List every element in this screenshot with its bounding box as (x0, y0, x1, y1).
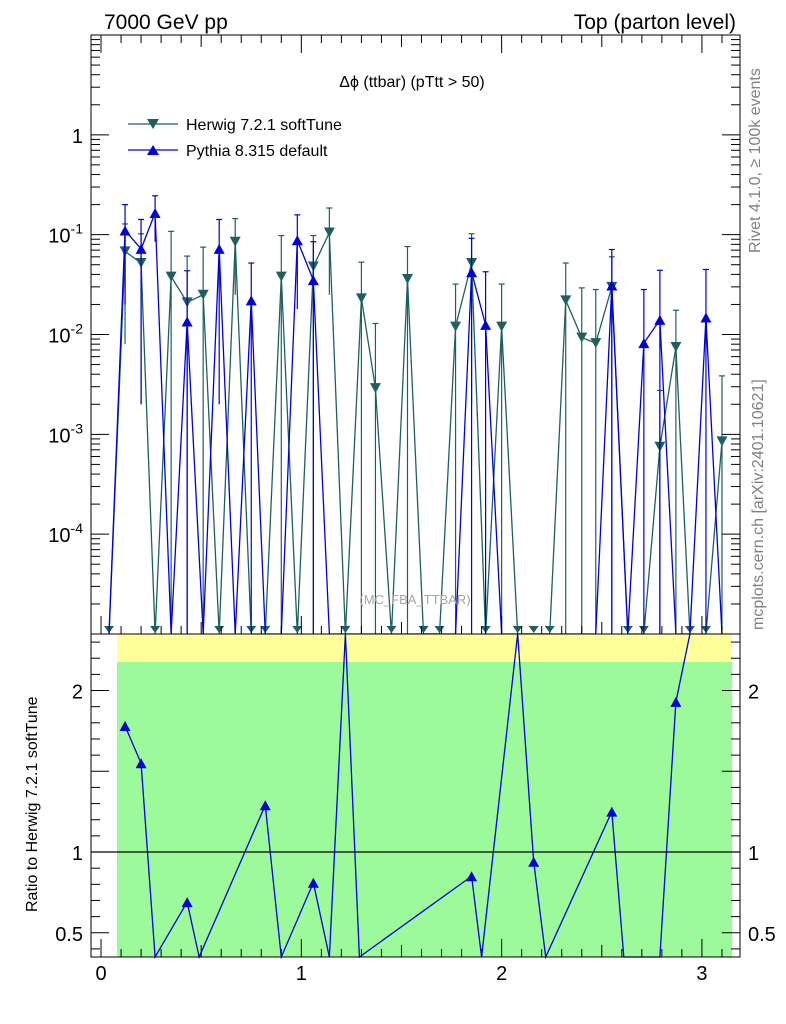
ratio-band-green (117, 662, 732, 957)
main-ytick-label: 10-3 (48, 420, 83, 447)
herwig-point-zero (528, 626, 539, 633)
ratio-xtick-label: 3 (696, 963, 707, 985)
herwig-point-zero (386, 626, 397, 633)
ratio-xtick-label: 2 (496, 963, 507, 985)
main-panel: 1 10-1 10-2 10-3 10-4 Δϕ (ttbar) (pTtt > 50)… (48, 34, 741, 635)
herwig-point (560, 295, 572, 306)
ratio-point (670, 696, 682, 707)
herwig-point (369, 383, 381, 394)
ratio-point (119, 721, 131, 732)
ratio-ytick-label-right: 1 (748, 843, 759, 865)
herwig-point-zero (512, 626, 523, 633)
main-ytick-label: 10-1 (48, 221, 83, 248)
herwig-point-zero (292, 626, 303, 633)
main-ytick-exponent: -2 (71, 321, 84, 337)
pythia-point (291, 235, 303, 246)
ratio-ytick-label-left: 0.5 (55, 924, 83, 946)
legend-entry-herwig: Herwig 7.2.1 softTune (128, 117, 342, 134)
main-ytick-exponent: -4 (71, 520, 84, 536)
main-ytick-exponent: -1 (71, 221, 84, 237)
ratio-ylabel: Ratio to Herwig 7.2.1 softTune (24, 696, 41, 912)
legend-entry-pythia: Pythia 8.315 default (128, 143, 328, 160)
main-ytick-label: 10-4 (48, 520, 83, 547)
herwig-point-zero (150, 626, 161, 633)
pythia-point (181, 316, 193, 327)
ratio-point (259, 800, 271, 811)
main-data (104, 195, 728, 635)
legend: Herwig 7.2.1 softTune Pythia 8.315 defau… (128, 117, 342, 160)
mcplots-label: mcplots.cern.ch [arXiv:2401.10621] (750, 379, 767, 630)
pythia-point (480, 319, 492, 330)
pythia-point (307, 275, 319, 286)
ratio-axes: 0.5 0.5 1 1 2 2 0 1 2 3 (55, 641, 776, 985)
pythia-point (149, 207, 161, 218)
main-ytick-label: 1 (72, 126, 83, 148)
herwig-point-zero (544, 626, 555, 633)
ratio-frame (90, 633, 741, 958)
ratio-point (466, 871, 478, 882)
herwig-point (355, 293, 367, 304)
legend-herwig-label: Herwig 7.2.1 softTune (186, 117, 342, 134)
herwig-point (323, 227, 335, 238)
ratio-panel: 0.5 0.5 1 1 2 2 0 1 2 3 Ratio to Herwig 7.2.1 sof… (24, 633, 776, 985)
herwig-point (229, 236, 241, 247)
ratio-point (528, 856, 540, 867)
pythia-point (638, 338, 650, 349)
herwig-point (165, 271, 177, 282)
pythia-point (466, 267, 478, 278)
herwig-point (450, 321, 462, 332)
ratio-point (135, 758, 147, 769)
main-ytick-exponent: -3 (71, 420, 84, 436)
pythia-point (606, 280, 618, 291)
pythia-point (654, 314, 666, 325)
ratio-point (307, 877, 319, 888)
herwig-point (197, 289, 209, 300)
ratio-ytick-label-left: 2 (72, 682, 83, 704)
pythia-point (119, 225, 131, 236)
rivet-label: Rivet 4.1.0, ≥ 100k events (747, 68, 764, 253)
main-ytick-label: 10-2 (48, 321, 83, 348)
main-frame-bg (91, 35, 740, 634)
herwig-point (275, 271, 287, 282)
header-right: Top (parton level) (574, 11, 736, 34)
herwig-point (401, 273, 413, 284)
ratio-band (117, 634, 732, 957)
analysis-watermark: (MC_FBA_TTBAR) (359, 592, 470, 607)
ratio-point (606, 806, 618, 817)
pythia-point (245, 295, 257, 306)
ratio-ytick-label-right: 2 (748, 682, 759, 704)
herwig-point (670, 341, 682, 352)
herwig-point (576, 332, 588, 343)
header-left: 7000 GeV pp (104, 11, 228, 34)
legend-pythia-label: Pythia 8.315 default (186, 143, 328, 160)
ratio-xtick-label: 0 (95, 963, 106, 985)
pythia-point (213, 243, 225, 254)
main-axes: 1 10-1 10-2 10-3 10-4 (48, 34, 740, 635)
ratio-ytick-label-right: 0.5 (748, 924, 776, 946)
legend-pythia-marker (147, 145, 159, 155)
herwig-point (716, 436, 728, 447)
plot-title: Δϕ (ttbar) (pTtt > 50) (339, 74, 484, 91)
herwig-point (590, 338, 602, 349)
herwig-point-zero (340, 626, 351, 633)
ratio-point (181, 897, 193, 908)
pythia-point (700, 312, 712, 323)
legend-herwig-marker (147, 119, 159, 129)
ratio-xtick-label: 1 (296, 963, 307, 985)
herwig-point (496, 321, 508, 332)
ratio-ytick-label-left: 1 (72, 843, 83, 865)
pythia-point (135, 243, 147, 254)
